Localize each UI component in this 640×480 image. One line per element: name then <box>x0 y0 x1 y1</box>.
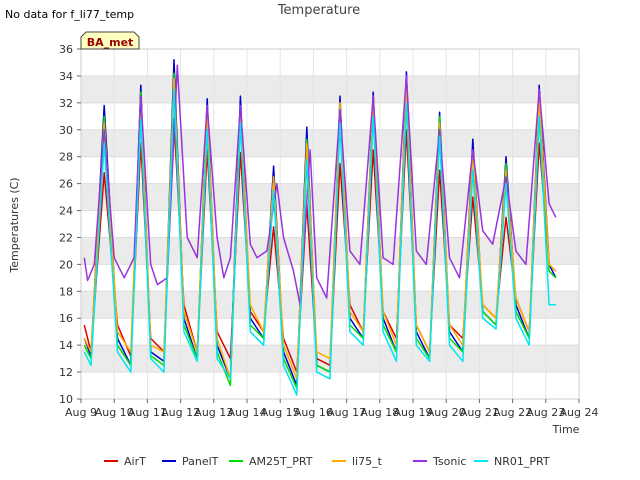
y-tick-label: 26 <box>59 178 73 191</box>
legend-item-am25t_prt: AM25T_PRT <box>229 455 313 468</box>
legend-label: NR01_PRT <box>494 455 550 468</box>
x-tick-label: Aug 11 <box>128 406 167 419</box>
no-data-note: No data for f_li77_temp <box>5 8 134 21</box>
y-tick-label: 34 <box>59 70 73 83</box>
y-tick-label: 20 <box>59 258 73 271</box>
x-tick-label: Aug 10 <box>95 406 134 419</box>
plot-band <box>81 156 579 184</box>
plot-band <box>81 183 579 211</box>
x-tick-label: Aug 13 <box>194 406 233 419</box>
x-tick-label: Aug 19 <box>394 406 433 419</box>
x-tick-label: Aug 21 <box>460 406 499 419</box>
legend-label: AirT <box>124 455 146 468</box>
x-tick-label: Aug 15 <box>261 406 300 419</box>
y-tick-label: 28 <box>59 151 73 164</box>
chart-title: Temperature <box>277 3 360 18</box>
x-tick-label: Aug 20 <box>427 406 466 419</box>
plot-band <box>81 264 579 292</box>
x-tick-label: Aug 12 <box>161 406 200 419</box>
legend: AirT PanelT AM25T_PRT li75_t Tsonic NR01_PRT <box>104 455 550 468</box>
y-tick-label: 12 <box>59 366 73 379</box>
legend-item-panelt: PanelT <box>162 455 219 468</box>
y-axis: 10 12 14 16 18 20 22 24 26 28 30 32 34 36 <box>59 43 81 406</box>
y-tick-label: 32 <box>59 97 73 110</box>
y-tick-label: 24 <box>59 205 73 218</box>
plot-band <box>81 75 579 103</box>
legend-label: Tsonic <box>432 455 466 468</box>
y-tick-label: 14 <box>59 339 73 352</box>
legend-label: PanelT <box>182 455 219 468</box>
badge-label: BA_met <box>87 36 134 49</box>
y-tick-label: 22 <box>59 231 73 244</box>
badge-shape <box>80 31 140 50</box>
x-tick-label: Aug 22 <box>493 406 532 419</box>
x-tick-label: Aug 24 <box>560 406 599 419</box>
y-axis-label: Temperatures (C) <box>8 177 21 273</box>
plot-band <box>81 49 579 76</box>
y-tick-label: 10 <box>59 393 73 406</box>
series-line-nr01_prt <box>83 88 556 396</box>
x-tick-label: Aug 23 <box>526 406 565 419</box>
legend-label: li75_t <box>352 455 383 468</box>
x-tick-label: Aug 9 <box>65 406 97 419</box>
legend-item-airt: AirT <box>104 455 146 468</box>
y-tick-label: 18 <box>59 285 73 298</box>
legend-item-tsonic: Tsonic <box>413 455 466 468</box>
x-tick-label: Aug 18 <box>360 406 399 419</box>
x-axis-label: Time <box>552 423 580 436</box>
plot-band <box>81 102 579 130</box>
plot-frame <box>80 48 580 400</box>
plot-band <box>81 129 579 157</box>
y-tick-label: 36 <box>59 43 73 56</box>
ba-met-badge: BA_met <box>80 31 140 50</box>
series-lines <box>83 59 557 396</box>
legend-item-nr01_prt: NR01_PRT <box>474 455 550 468</box>
x-tick-label: Aug 14 <box>228 406 267 419</box>
y-tick-label: 30 <box>59 124 73 137</box>
y-tick-label: 16 <box>59 312 73 325</box>
x-tick-label: Aug 16 <box>294 406 333 419</box>
plot-background <box>81 49 579 399</box>
series-line-tsonic <box>83 64 557 306</box>
legend-label: AM25T_PRT <box>249 455 313 468</box>
legend-item-li75_t: li75_t <box>332 455 383 468</box>
plot-band <box>81 291 579 319</box>
x-tick-label: Aug 17 <box>327 406 366 419</box>
